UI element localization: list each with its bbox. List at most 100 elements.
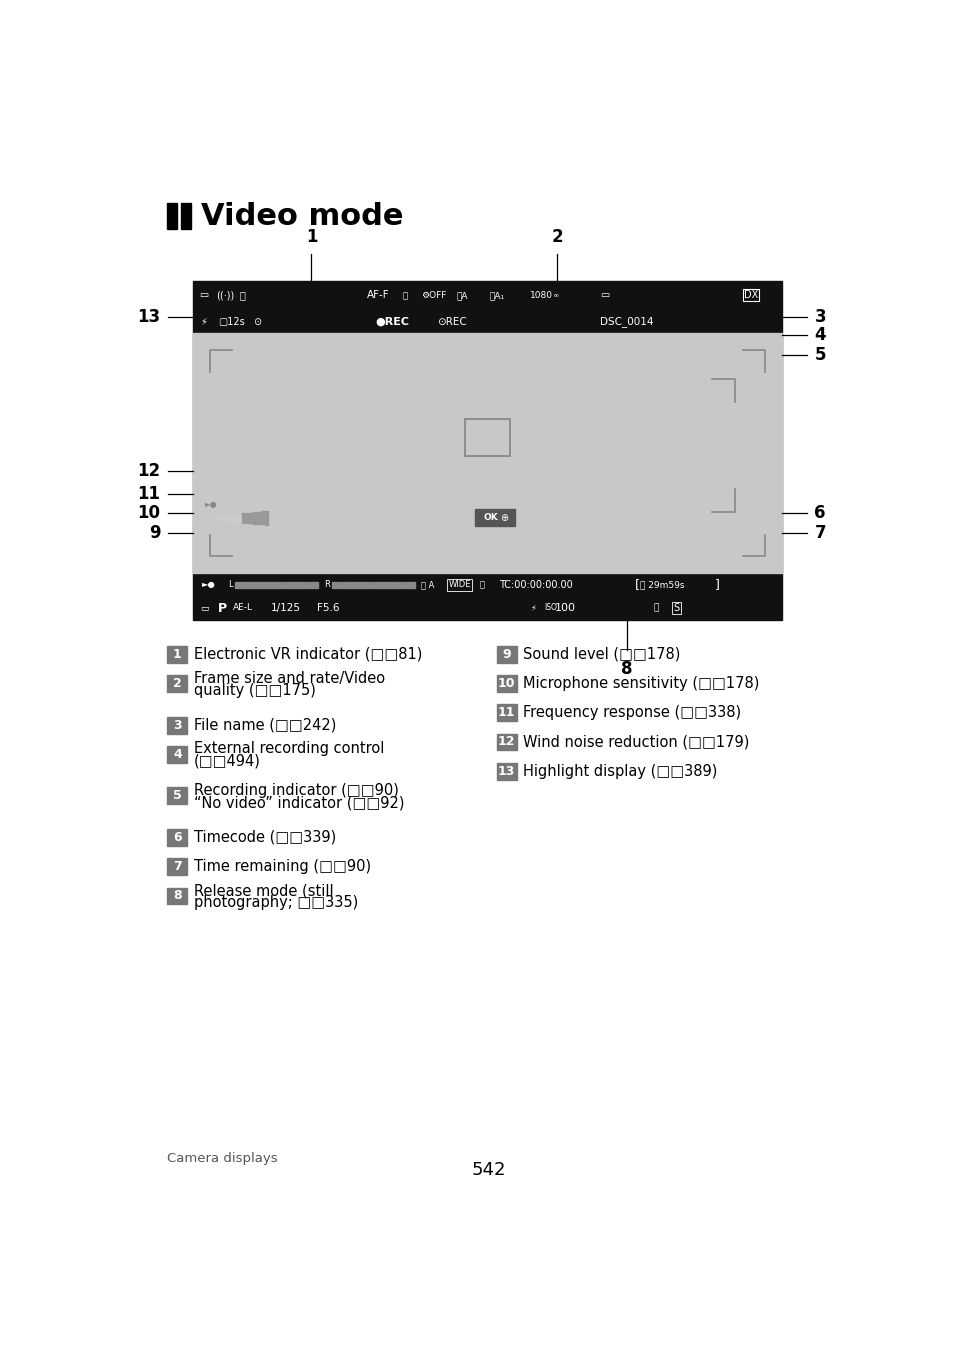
- Bar: [360, 582, 364, 588]
- Text: Time remaining (□□90): Time remaining (□□90): [193, 859, 371, 874]
- Text: Highlight display (□□389): Highlight display (□□389): [522, 764, 717, 779]
- Bar: [249, 582, 253, 588]
- Bar: [497, 705, 517, 721]
- Bar: [218, 515, 221, 521]
- Text: 📷A: 📷A: [456, 291, 467, 300]
- Text: 3: 3: [814, 308, 825, 325]
- Bar: [388, 582, 392, 588]
- Bar: [497, 763, 517, 780]
- Text: File name (□□242): File name (□□242): [193, 717, 335, 733]
- Bar: [268, 582, 272, 588]
- Text: ⊙REC: ⊙REC: [436, 316, 466, 327]
- Text: 7: 7: [172, 861, 182, 873]
- Text: [: [: [634, 578, 639, 592]
- Bar: [167, 858, 187, 876]
- Text: 12: 12: [497, 736, 515, 748]
- Text: Frame size and rate/Video: Frame size and rate/Video: [193, 671, 384, 686]
- Bar: [411, 582, 415, 588]
- Text: 3: 3: [172, 718, 181, 732]
- Text: ▢12s: ▢12s: [217, 316, 244, 327]
- Text: TC:00:00:00.00: TC:00:00:00.00: [498, 580, 572, 590]
- Text: 8: 8: [620, 659, 632, 678]
- Bar: [226, 515, 229, 521]
- Bar: [406, 582, 410, 588]
- Bar: [214, 516, 217, 519]
- Bar: [233, 514, 236, 522]
- Text: 5: 5: [814, 347, 825, 364]
- Bar: [230, 514, 233, 522]
- Text: L: L: [228, 581, 233, 589]
- Text: 10: 10: [137, 504, 160, 522]
- Text: ((·)): ((·)): [216, 291, 234, 300]
- Bar: [286, 582, 291, 588]
- Text: ▭: ▭: [599, 291, 608, 300]
- Bar: [167, 646, 187, 663]
- Bar: [291, 582, 294, 588]
- Text: R: R: [324, 581, 330, 589]
- Bar: [351, 582, 355, 588]
- Bar: [402, 582, 406, 588]
- Bar: [383, 582, 387, 588]
- Text: 2: 2: [551, 229, 562, 246]
- Text: 🎬 29m59s: 🎬 29m59s: [639, 581, 684, 589]
- Bar: [167, 675, 187, 691]
- Text: 9: 9: [502, 648, 511, 660]
- Text: Recording indicator (□□90): Recording indicator (□□90): [193, 783, 398, 798]
- Text: Electronic VR indicator (□□81): Electronic VR indicator (□□81): [193, 647, 421, 662]
- Text: 10: 10: [497, 677, 515, 690]
- Text: 1: 1: [305, 229, 316, 246]
- Text: 1/125: 1/125: [270, 603, 300, 613]
- Text: 🎤 A: 🎤 A: [421, 581, 435, 589]
- Text: ►●: ►●: [204, 499, 216, 508]
- Text: DSC_0014: DSC_0014: [599, 316, 653, 327]
- Text: ⊙: ⊙: [253, 316, 261, 327]
- Bar: [277, 582, 281, 588]
- Text: ●REC: ●REC: [375, 316, 409, 327]
- Text: 13: 13: [497, 765, 515, 777]
- Bar: [263, 582, 267, 588]
- Text: 5: 5: [172, 790, 182, 803]
- Text: 100: 100: [555, 603, 576, 613]
- Bar: [305, 582, 309, 588]
- Text: ▭: ▭: [200, 604, 209, 612]
- Text: 13: 13: [137, 308, 160, 325]
- Text: Video mode: Video mode: [201, 202, 403, 230]
- Bar: [193, 334, 781, 573]
- Text: OK: OK: [483, 514, 498, 522]
- Bar: [355, 582, 359, 588]
- Text: 6: 6: [172, 831, 181, 843]
- Text: 2: 2: [172, 677, 182, 690]
- Bar: [261, 511, 264, 525]
- Bar: [374, 582, 377, 588]
- Text: 6: 6: [814, 504, 825, 522]
- Bar: [497, 646, 517, 663]
- Text: “No video” indicator (□□92): “No video” indicator (□□92): [193, 795, 404, 810]
- Bar: [181, 203, 192, 229]
- Text: P: P: [217, 601, 227, 615]
- Text: photography; □□335): photography; □□335): [193, 896, 357, 911]
- Bar: [397, 582, 401, 588]
- Bar: [258, 582, 262, 588]
- Text: ⁶⁰: ⁶⁰: [553, 296, 558, 301]
- Text: 7: 7: [814, 523, 825, 542]
- Bar: [167, 888, 187, 904]
- Text: Wind noise reduction (□□179): Wind noise reduction (□□179): [522, 734, 749, 749]
- Text: quality (□□175): quality (□□175): [193, 683, 315, 698]
- Bar: [314, 582, 318, 588]
- Text: 📷: 📷: [402, 291, 407, 300]
- Text: ⚡: ⚡: [530, 604, 536, 612]
- Text: 🔋: 🔋: [239, 291, 245, 300]
- Bar: [257, 511, 260, 525]
- Bar: [464, 420, 509, 456]
- Bar: [365, 582, 369, 588]
- Text: ]: ]: [714, 578, 719, 592]
- Text: S: S: [673, 603, 679, 613]
- Text: ⚡: ⚡: [200, 316, 208, 327]
- Bar: [497, 675, 517, 691]
- Text: 🎤: 🎤: [479, 581, 484, 589]
- Text: (□□494): (□□494): [193, 753, 260, 769]
- Text: ISO: ISO: [543, 604, 557, 612]
- Text: 🎬A₁: 🎬A₁: [489, 291, 504, 300]
- Bar: [249, 512, 253, 523]
- Text: 9: 9: [149, 523, 160, 542]
